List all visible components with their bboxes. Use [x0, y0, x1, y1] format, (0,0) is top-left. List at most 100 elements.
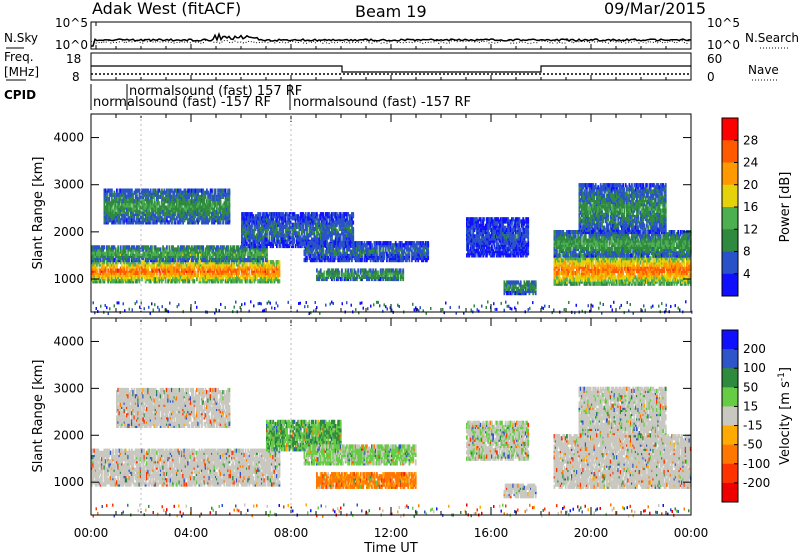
range-cell: [149, 216, 152, 221]
range-cell: [188, 270, 191, 275]
range-cell: [111, 192, 113, 197]
range-cell: [238, 277, 241, 282]
range-cell: [184, 268, 187, 273]
range-cell: [256, 251, 258, 256]
range-cell: [322, 245, 325, 250]
range-cell: [336, 251, 338, 256]
range-cell: [261, 239, 263, 244]
range-cell: [337, 247, 340, 252]
range-cell: [156, 247, 158, 252]
range-cell: [243, 231, 246, 236]
range-cell: [204, 270, 207, 275]
range-cell: [219, 199, 222, 204]
range-cell: [197, 260, 199, 265]
range-cell: [322, 220, 325, 225]
range-cell: [338, 233, 341, 238]
range-cell: [294, 243, 297, 249]
range-cell: [152, 190, 155, 195]
range-cell: [178, 262, 181, 267]
range-cell: [172, 216, 174, 221]
range-cell: [318, 253, 321, 258]
range-cell: [147, 251, 150, 256]
range-cell: [193, 216, 196, 221]
range-cell: [247, 212, 249, 217]
range-cell: [96, 245, 98, 250]
range-cell: [392, 251, 395, 256]
range-cell: [146, 262, 148, 267]
range-cell: [328, 229, 331, 234]
range-cell: [323, 222, 326, 227]
range-cell: [231, 251, 233, 256]
range-cell: [249, 235, 252, 240]
range-cell: [149, 205, 152, 210]
range-cell: [99, 268, 102, 273]
range-cell: [324, 229, 327, 234]
range-cell: [146, 249, 148, 254]
range-cell: [246, 222, 248, 227]
range-cell: [319, 222, 322, 227]
range-cell: [259, 260, 262, 265]
range-cell: [427, 241, 430, 246]
range-cell: [136, 245, 138, 250]
range-cell: [128, 205, 131, 210]
range-cell: [108, 245, 111, 250]
range-cell: [158, 205, 161, 210]
range-cell: [167, 279, 169, 284]
range-cell: [324, 212, 327, 217]
range-cell: [116, 260, 118, 265]
range-cell: [121, 268, 123, 273]
range-cell: [124, 216, 127, 221]
range-cell: [259, 270, 262, 275]
range-cell: [128, 262, 131, 267]
range-cell: [347, 253, 350, 258]
range-cell: [169, 275, 172, 280]
range-cell: [117, 245, 120, 250]
range-cell: [126, 266, 128, 271]
range-cell: [148, 209, 151, 214]
range-cell: [263, 279, 266, 284]
noise-search-label: N.Search: [745, 31, 799, 45]
range-cell: [348, 220, 351, 225]
range-cell: [218, 197, 221, 202]
range-cell: [117, 199, 120, 204]
range-cell: [294, 229, 297, 234]
range-cell: [119, 205, 122, 210]
range-cell: [318, 214, 321, 219]
range-cell: [109, 201, 112, 206]
range-cell: [194, 199, 197, 204]
range-cell: [263, 253, 266, 258]
range-cell: [114, 216, 117, 221]
range-cell: [177, 220, 179, 225]
range-cell: [381, 251, 383, 256]
range-cell: [259, 226, 262, 232]
range-cell: [327, 222, 330, 227]
range-cell: [106, 245, 108, 250]
range-cell: [351, 222, 353, 227]
range-cell: [317, 224, 320, 229]
range-cell: [333, 212, 336, 217]
range-cell: [207, 245, 209, 250]
range-cell: [189, 268, 192, 273]
range-cell: [134, 262, 137, 267]
range-cell: [199, 188, 202, 193]
range-cell: [178, 190, 181, 195]
range-cell: [104, 190, 107, 195]
range-cell: [353, 251, 356, 256]
range-cell: [146, 197, 148, 202]
range-cell: [129, 216, 132, 221]
range-cell: [178, 251, 181, 256]
range-cell: [217, 192, 219, 197]
range-cell: [149, 203, 152, 208]
range-cell: [291, 233, 293, 238]
range-cell: [388, 251, 391, 256]
range-cell: [343, 212, 346, 217]
range-cell: [127, 251, 130, 256]
range-cell: [308, 241, 311, 246]
range-cell: [142, 207, 145, 212]
range-cell: [278, 220, 281, 225]
range-cell: [259, 251, 262, 256]
range-cell: [248, 222, 251, 227]
range-cell: [201, 245, 203, 250]
range-cell: [108, 264, 111, 269]
range-cell: [173, 270, 176, 275]
